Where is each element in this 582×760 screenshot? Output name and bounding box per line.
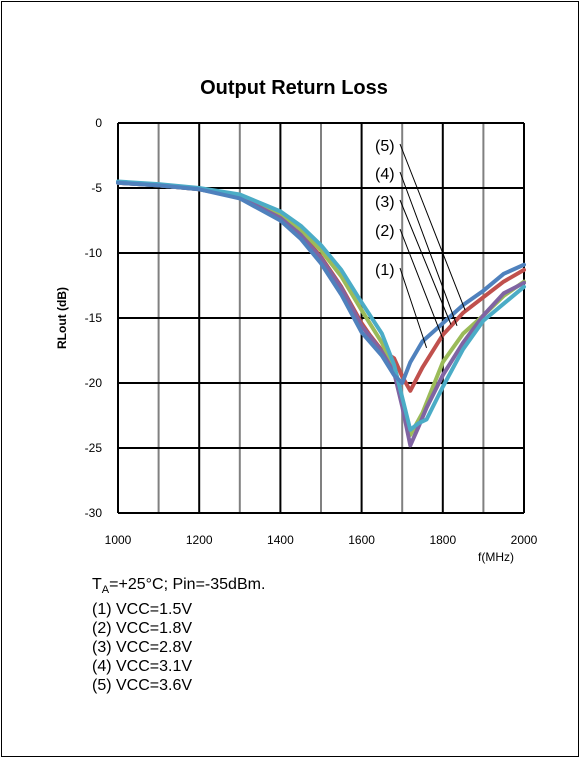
y-tick-label: -10 bbox=[85, 246, 103, 260]
callout-label-4: (4) bbox=[375, 166, 395, 183]
note-vcc-1: (1) VCC=1.5V bbox=[92, 601, 193, 619]
chart-title: Output Return Loss bbox=[200, 77, 388, 99]
x-axis-label: f(MHz) bbox=[478, 550, 514, 564]
y-tick-label: -20 bbox=[85, 376, 103, 390]
x-tick-label: 2000 bbox=[511, 533, 538, 547]
y-tick-label: 0 bbox=[95, 116, 102, 130]
condition-line: TA=+25°C; Pin=-35dBm. bbox=[92, 576, 266, 597]
x-tick-label: 1200 bbox=[186, 533, 213, 547]
callout-label-2: (2) bbox=[375, 223, 395, 240]
callout-leader-2 bbox=[399, 228, 444, 339]
note-vcc-2: (2) VCC=1.8V bbox=[92, 620, 193, 638]
x-tick-label: 1000 bbox=[105, 533, 132, 547]
callout-label-1: (1) bbox=[375, 262, 395, 279]
note-vcc-3: (3) VCC=2.8V bbox=[92, 639, 193, 657]
x-tick-label: 1800 bbox=[429, 533, 456, 547]
callout-leader-3 bbox=[399, 199, 452, 325]
y-tick-label: -25 bbox=[85, 441, 103, 455]
series-line-4 bbox=[116, 179, 526, 432]
x-tick-label: 1400 bbox=[267, 533, 294, 547]
callout-leader-5 bbox=[399, 143, 466, 311]
y-axis-label: RLout (dB) bbox=[55, 287, 69, 349]
y-tick-label: -15 bbox=[85, 311, 103, 325]
note-vcc-4: (4) VCC=3.1V bbox=[92, 658, 193, 676]
callout-leader-4 bbox=[399, 171, 458, 326]
callout-label-3: (3) bbox=[375, 194, 395, 211]
callout-label-5: (5) bbox=[375, 138, 395, 155]
y-tick-label: -5 bbox=[91, 181, 102, 195]
y-tick-label: -30 bbox=[85, 506, 103, 520]
note-vcc-5: (5) VCC=3.6V bbox=[92, 677, 193, 695]
callout-leader-1 bbox=[399, 267, 428, 349]
test-conditions: TA=+25°C; Pin=-35dBm. (1) VCC=1.5V (2) V… bbox=[92, 575, 265, 695]
x-tick-label: 1600 bbox=[348, 533, 375, 547]
